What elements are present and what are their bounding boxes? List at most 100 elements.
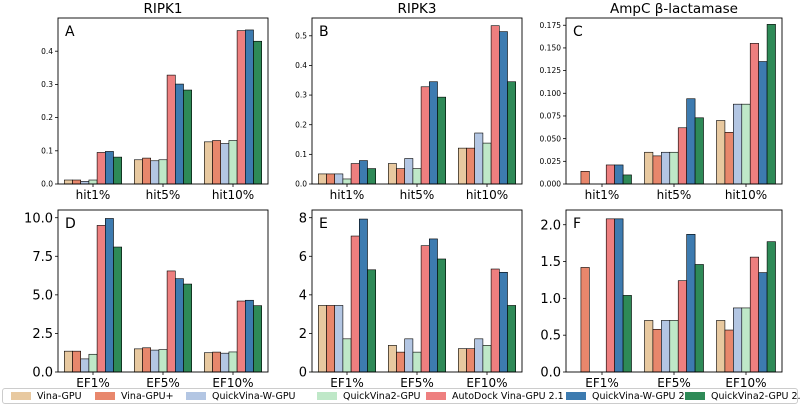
bar [72, 179, 81, 185]
y-tick-label: 0.4 [295, 61, 307, 70]
panel-label: E [319, 216, 328, 232]
bar [204, 352, 213, 373]
bar [741, 307, 751, 373]
bar [113, 156, 122, 185]
bar [212, 351, 221, 373]
y-tick-label: 0 [299, 366, 307, 381]
bar [498, 271, 508, 373]
bar [220, 352, 230, 373]
bar [334, 305, 344, 373]
bar [644, 320, 654, 373]
y-tick-label: 0.125 [540, 66, 562, 75]
bar [350, 163, 360, 185]
legend-swatch [11, 392, 31, 400]
bar [105, 151, 114, 185]
bar [437, 96, 446, 185]
bar [580, 171, 590, 185]
bar [661, 151, 671, 185]
legend-item-vina-gpu: Vina-GPU [11, 390, 82, 403]
bar [175, 278, 184, 373]
legend-swatch [426, 392, 446, 400]
bar [317, 173, 327, 185]
bar [228, 140, 238, 185]
bar [733, 307, 743, 373]
y-tick-label: 1.5 [540, 255, 561, 270]
y-tick-label: 0.3 [295, 91, 307, 100]
bar [396, 168, 405, 185]
bar [724, 329, 734, 373]
bar [622, 174, 632, 185]
bar [142, 157, 151, 185]
bar [507, 81, 516, 185]
legend-swatch [566, 392, 586, 400]
bar [716, 320, 726, 373]
bar [88, 353, 98, 373]
bar [212, 140, 221, 185]
bar [733, 103, 743, 185]
bar [466, 147, 475, 185]
bar [166, 74, 176, 185]
panel-label: A [65, 24, 75, 40]
y-tick-label: 0.4 [41, 47, 53, 56]
y-tick-label: 0.150 [540, 44, 562, 53]
y-tick-label: 0.0 [540, 366, 561, 381]
x-tick-label: EF10% [212, 376, 253, 388]
y-tick-label: 0.5 [295, 31, 307, 40]
bar [758, 272, 768, 373]
bar [694, 264, 704, 373]
bar [686, 98, 696, 185]
bar [741, 103, 751, 185]
bar [766, 24, 776, 185]
bar [490, 25, 500, 185]
bar [142, 347, 151, 373]
bar [183, 89, 192, 185]
y-tick-label: 5.0 [32, 288, 53, 303]
panel-label: B [319, 24, 329, 40]
bar [228, 351, 238, 373]
bar [158, 349, 168, 373]
chart-canvas: 0.0 0.1 0.2 0.3 0.4 hit1% hit5% hit10% A RIPK1 0.0… [24, 1, 783, 390]
y-tick-label: 0.5 [540, 329, 561, 344]
bar [428, 81, 438, 185]
bar [367, 168, 376, 185]
bar [686, 234, 696, 373]
bar [326, 173, 335, 185]
x-tick-label: hit10% [466, 188, 508, 202]
bar [236, 30, 246, 185]
legend-label: Vina-GPU [37, 391, 82, 402]
bar [387, 163, 397, 185]
y-tick-label: 0.1 [295, 150, 307, 159]
bar [404, 338, 414, 373]
legend-swatch [186, 392, 206, 400]
legend-label: QuickVina2-GPU 2.1 [711, 391, 800, 402]
bar [605, 218, 615, 373]
x-tick-label: EF1% [585, 376, 619, 388]
bar [253, 40, 262, 185]
legend-item-vina-gpu-plus: Vina-GPU+ [95, 390, 174, 403]
x-tick-label: hit5% [657, 188, 692, 202]
y-tick-label: 4 [299, 288, 307, 303]
bar [614, 218, 624, 373]
bar [350, 235, 360, 373]
bar [580, 267, 590, 373]
bar [253, 305, 262, 373]
y-tick-label: 10.0 [24, 211, 53, 226]
y-tick-label: 0.2 [41, 113, 53, 122]
y-tick-label: 0.0 [41, 180, 53, 189]
legend-item-quickvina-w-gpu: QuickVina-W-GPU [186, 390, 296, 403]
bar [317, 305, 327, 373]
chart-title: RIPK1 [144, 1, 183, 17]
y-tick-label: 0.025 [540, 157, 562, 166]
bar [220, 143, 230, 185]
bar [766, 241, 776, 373]
x-tick-label: hit5% [400, 188, 435, 202]
x-tick-label: EF1% [330, 376, 364, 388]
x-tick-label: hit10% [212, 188, 254, 202]
legend-item-autodock-vina-gpu-2-1: AutoDock Vina-GPU 2.1 [426, 390, 564, 403]
legend-label: QuickVina-W-GPU 2.1 [592, 391, 694, 402]
x-tick-label: EF5% [400, 376, 434, 388]
x-tick-label: EF5% [146, 376, 180, 388]
y-tick-label: 0.050 [540, 134, 562, 143]
y-tick-label: 0.0 [32, 366, 53, 381]
bar [437, 258, 446, 373]
